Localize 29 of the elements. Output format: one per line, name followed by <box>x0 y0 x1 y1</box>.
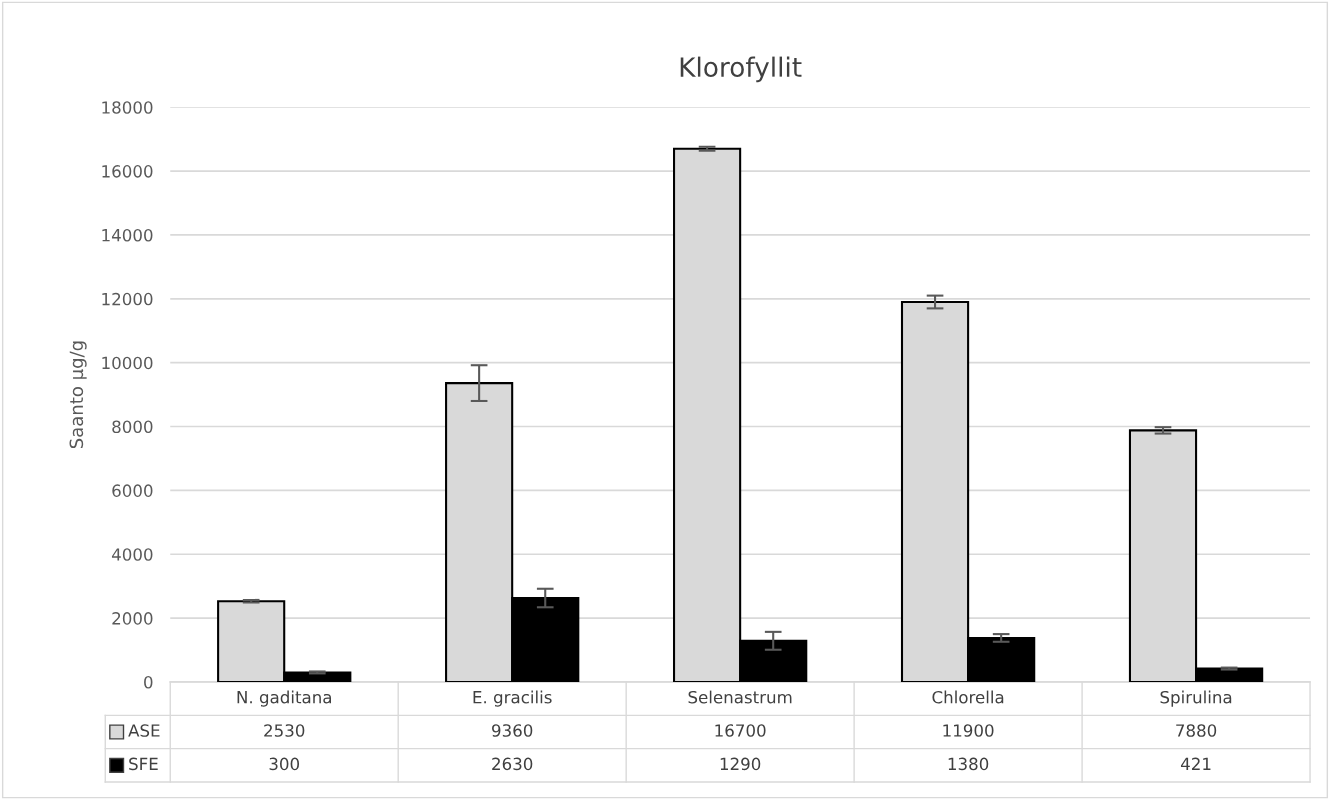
x-tick-label: Spirulina <box>1160 690 1232 707</box>
data-label: 7880 <box>1176 724 1217 737</box>
y-tick-label: 6000 <box>112 484 153 497</box>
data-label: 1380 <box>948 757 989 771</box>
y-tick-label: 10000 <box>102 356 153 370</box>
x-tick-label: Chlorella <box>932 690 1004 704</box>
y-axis-title: Saanto µg/g <box>69 341 87 449</box>
data-label: 9360 <box>492 724 533 737</box>
x-tick-label: Selenastrum <box>688 690 792 704</box>
legend-label: SFE <box>129 757 158 771</box>
data-label: 2530 <box>264 724 305 737</box>
data-label: 2630 <box>492 757 533 771</box>
y-tick-label: 14000 <box>102 228 153 242</box>
y-tick-label: 2000 <box>112 612 153 625</box>
y-tick-label: 12000 <box>102 292 153 306</box>
data-label: 421 <box>1180 757 1211 770</box>
y-tick-label: 4000 <box>111 548 153 561</box>
data-label: 300 <box>269 757 300 771</box>
x-tick-label: E. gracilis <box>473 690 552 707</box>
data-label: 16700 <box>715 724 766 737</box>
chart-title: Klorofyllit <box>680 56 802 83</box>
y-tick-label: 18000 <box>102 101 153 114</box>
data-label: 1290 <box>720 757 761 771</box>
data-label: 11900 <box>943 724 994 737</box>
y-tick-label: 16000 <box>102 165 153 178</box>
x-tick-label: N. gaditana <box>237 690 331 707</box>
y-tick-label: 0 <box>144 675 153 689</box>
legend-label: ASE <box>128 724 160 737</box>
y-tick-label: 8000 <box>112 420 153 434</box>
